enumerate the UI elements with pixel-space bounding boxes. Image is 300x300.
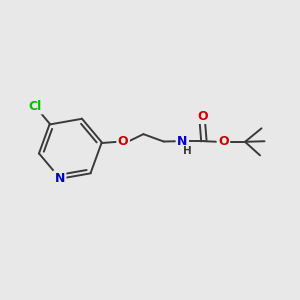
Text: N: N (177, 135, 188, 148)
Text: Cl: Cl (28, 100, 42, 113)
Text: O: O (197, 110, 208, 122)
Text: O: O (218, 135, 229, 148)
Text: H: H (183, 146, 192, 156)
Text: O: O (118, 135, 128, 148)
Text: N: N (55, 172, 65, 184)
